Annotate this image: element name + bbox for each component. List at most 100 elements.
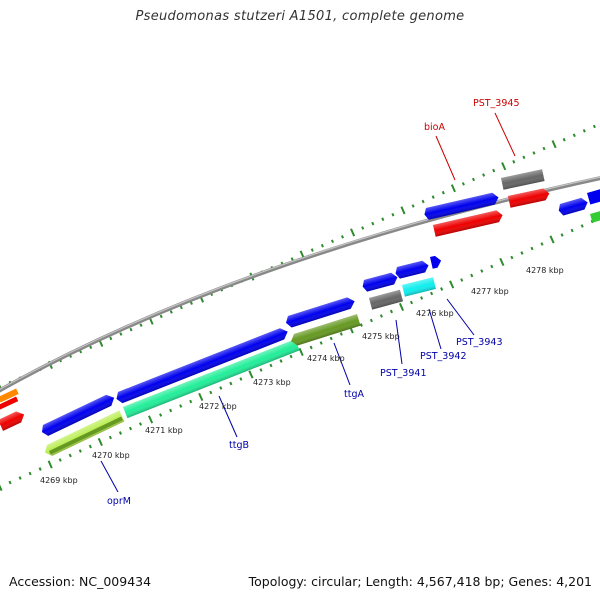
feature-cds-9[interactable] (501, 169, 545, 190)
minor-tick (138, 422, 143, 426)
major-tick (350, 228, 356, 237)
major-tick (248, 370, 254, 379)
minor-tick (159, 413, 163, 417)
feature-cog-3[interactable] (0, 396, 19, 410)
feature-cds-6[interactable] (430, 255, 442, 269)
minor-tick (560, 233, 564, 237)
feature-cds-10[interactable] (557, 197, 589, 217)
genome-backbone-highlight (0, 176, 600, 390)
feature-cds-1[interactable] (39, 392, 116, 437)
minor-tick (470, 273, 474, 278)
minor-tick (339, 332, 343, 336)
feature-cog-5[interactable] (590, 209, 600, 223)
gene-label-oprM[interactable]: oprM (107, 496, 131, 507)
minor-tick (522, 155, 526, 160)
leader-lines (100, 112, 516, 493)
minor-tick (490, 264, 494, 269)
minor-tick (361, 226, 365, 230)
minor-tick (169, 408, 173, 413)
minor-tick (582, 129, 586, 133)
feature-cog-11[interactable] (49, 416, 123, 455)
minor-tick (319, 341, 323, 345)
minor-tick (58, 458, 62, 462)
minor-tick (431, 195, 435, 199)
major-tick (450, 184, 456, 193)
minor-tick (128, 426, 133, 431)
feature-cog-7[interactable] (123, 339, 300, 419)
minor-tick (159, 314, 163, 319)
gene-label-ttgA[interactable]: ttgA (344, 389, 364, 400)
minor-tick (309, 345, 313, 350)
minor-tick (219, 386, 223, 390)
feature-cds-7[interactable] (423, 192, 500, 221)
minor-tick (532, 151, 536, 155)
feature-cds-5[interactable] (394, 260, 430, 280)
minor-tick (28, 471, 32, 476)
leader-pst3941 (395, 319, 403, 365)
minor-tick (289, 354, 293, 359)
minor-tick (18, 476, 22, 480)
feature-cds-3[interactable] (284, 296, 356, 329)
major-tick (97, 437, 103, 447)
major-tick (398, 302, 405, 312)
feature-cog-2[interactable] (508, 187, 551, 208)
minor-tick (209, 390, 213, 395)
minor-tick (239, 377, 243, 381)
feature-cog-1[interactable] (433, 209, 504, 237)
major-tick (549, 235, 555, 244)
feature-cds-11[interactable] (587, 187, 600, 205)
accession-label: Accession: NC_009434 (9, 574, 152, 589)
major-tick (0, 484, 3, 492)
minor-tick (320, 243, 324, 248)
minor-tick (118, 431, 123, 435)
gene-label-bioA[interactable]: bioA (424, 122, 445, 133)
minor-tick (570, 228, 574, 233)
minor-tick (290, 257, 294, 261)
minor-tick (580, 224, 584, 228)
gene-label-pst3943[interactable]: PST_3943 (456, 337, 503, 348)
minor-tick (78, 449, 82, 453)
gene-label-pst3942[interactable]: PST_3942 (420, 351, 467, 362)
major-tick (298, 347, 304, 357)
minor-tick (391, 212, 395, 217)
feature-cog-9[interactable] (369, 289, 404, 310)
feature-cds-2[interactable] (114, 326, 290, 405)
minor-tick (169, 310, 173, 314)
minor-tick (482, 173, 486, 177)
feature-cds-4[interactable] (361, 271, 399, 292)
minor-tick (572, 133, 576, 138)
minor-tick (512, 160, 516, 164)
minor-tick (510, 255, 514, 260)
minor-tick (480, 269, 484, 273)
gene-label-pst3945[interactable]: PST_3945 (473, 98, 520, 109)
leader-pst3945 (494, 112, 516, 157)
minor-tick (129, 327, 133, 332)
tick-label: 4271 kbp (145, 426, 183, 435)
minor-tick (492, 168, 496, 173)
feature-cog-8[interactable] (289, 314, 361, 347)
leader-bioA (435, 135, 456, 181)
leader-pst3943 (446, 298, 475, 336)
minor-tick (371, 221, 375, 226)
major-tick (501, 162, 507, 171)
minor-tick (179, 305, 183, 310)
tick-dots-inner (0, 219, 594, 492)
minor-tick (340, 235, 345, 239)
minor-tick (330, 239, 335, 244)
tick-label: 4274 kbp (307, 354, 345, 363)
leader-ttgA (333, 342, 351, 386)
major-tick (400, 206, 406, 215)
feature-cds-8[interactable] (0, 388, 19, 403)
gene-label-ttgB[interactable]: ttgB (229, 440, 249, 451)
minor-tick (139, 323, 143, 327)
gene-label-pst3941[interactable]: PST_3941 (380, 368, 427, 379)
feature-cog-4[interactable] (0, 409, 27, 431)
minor-tick (440, 287, 444, 291)
tick-label: 4276 kbp (416, 309, 454, 318)
minor-tick (379, 314, 383, 318)
minor-tick (119, 332, 123, 336)
minor-tick (179, 404, 183, 408)
major-tick (449, 280, 455, 289)
feature-cog-10[interactable] (402, 277, 436, 297)
minor-tick (520, 251, 524, 255)
